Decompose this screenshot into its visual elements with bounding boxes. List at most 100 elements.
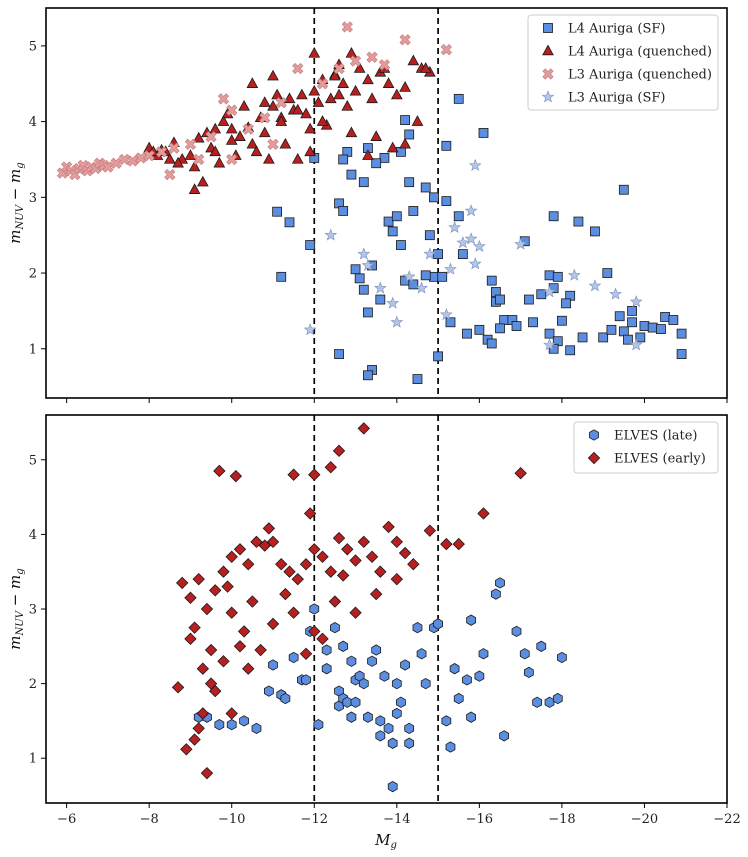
point-square (433, 249, 443, 260)
legend-marker-hexagon (589, 429, 599, 441)
point-triangle (341, 99, 354, 111)
point-diamond (365, 550, 379, 563)
point-triangle (386, 141, 399, 153)
point-x (292, 62, 304, 75)
x-ticks-top (66, 398, 728, 403)
point-diamond (514, 467, 527, 480)
legend-marker-square (543, 23, 553, 33)
point-triangle (366, 92, 378, 104)
legend-box (573, 421, 719, 474)
point-square (647, 322, 658, 333)
point-square (453, 211, 464, 222)
y-axis-label-bottom: mNUV − mg (6, 568, 26, 649)
y-ticks-bottom: 1 2 3 4 5 (29, 453, 46, 767)
point-diamond (369, 587, 383, 601)
point-diamond (390, 535, 404, 549)
point-x (366, 51, 378, 63)
point-x (226, 104, 238, 116)
point-triangle (172, 156, 184, 168)
point-diamond (250, 535, 263, 549)
point-triangle (188, 183, 201, 194)
point-diamond (357, 535, 370, 549)
point-triangle (304, 122, 316, 134)
point-hexagon (321, 663, 332, 675)
point-triangle (411, 115, 424, 126)
legend-label: L4 Auriga (quenched) (568, 45, 712, 60)
point-x (267, 138, 279, 150)
point-hexagon (511, 625, 522, 638)
point-square (408, 206, 419, 216)
point-star (361, 258, 375, 271)
x-tick-label: −6 (57, 812, 76, 827)
point-square (305, 240, 316, 250)
point-hexagon (433, 618, 443, 630)
point-hexagon (338, 640, 349, 652)
point-diamond (308, 625, 321, 638)
point-diamond (407, 558, 420, 571)
point-hexagon (536, 640, 547, 652)
point-diamond (316, 632, 329, 646)
point-star (324, 228, 338, 241)
point-triangle (163, 152, 176, 164)
point-star (464, 232, 478, 245)
point-triangle (196, 175, 209, 187)
point-hexagon (552, 692, 563, 705)
point-diamond (229, 469, 243, 483)
point-diamond (266, 617, 280, 631)
points-top (56, 21, 687, 384)
point-hexagon (321, 644, 332, 656)
point-diamond (332, 444, 346, 458)
point-hexagon (462, 674, 472, 686)
point-diamond (275, 558, 288, 571)
point-diamond (188, 733, 201, 746)
point-triangle (188, 160, 201, 172)
point-triangle (246, 77, 259, 88)
point-square (557, 315, 567, 326)
point-triangle (308, 84, 321, 96)
point-square (375, 294, 386, 305)
point-star (588, 279, 602, 292)
point-hexagon (358, 677, 369, 690)
point-star (629, 338, 643, 351)
y-axis-label-top: mNUV − mg (6, 162, 26, 243)
point-x (399, 34, 411, 46)
point-hexagon (371, 644, 382, 656)
point-square (441, 140, 452, 151)
point-hexagon (309, 603, 320, 615)
point-hexagon (441, 715, 452, 727)
point-star (468, 257, 482, 270)
point-diamond (452, 537, 465, 551)
point-hexagon (363, 711, 373, 723)
point-star (439, 308, 453, 321)
point-square (627, 317, 637, 328)
point-triangle (312, 96, 325, 107)
point-triangle (324, 92, 337, 104)
point-diamond (171, 681, 185, 694)
point-diamond (233, 640, 247, 653)
point-diamond (287, 606, 300, 619)
point-hexagon (301, 674, 311, 686)
y-tick-label: 1 (29, 752, 37, 767)
points-bottom (171, 422, 567, 793)
point-hexagon (404, 737, 415, 749)
point-hexagon (449, 663, 460, 675)
point-diamond (291, 572, 304, 586)
point-diamond (266, 535, 280, 549)
point-diamond (204, 643, 218, 657)
y-tick-label: 2 (29, 677, 37, 692)
point-hexagon (263, 685, 274, 697)
point-diamond (188, 621, 201, 634)
point-hexagon (214, 719, 225, 731)
point-square (272, 206, 283, 217)
point-x (155, 146, 168, 158)
point-x (226, 153, 238, 166)
point-square (346, 169, 357, 180)
x-tick-label: −18 (548, 812, 575, 827)
point-hexagon (474, 670, 485, 682)
point-star (468, 158, 482, 171)
point-hexagon (499, 730, 510, 742)
point-star (402, 270, 416, 283)
point-square (495, 323, 505, 334)
point-diamond (217, 565, 230, 578)
